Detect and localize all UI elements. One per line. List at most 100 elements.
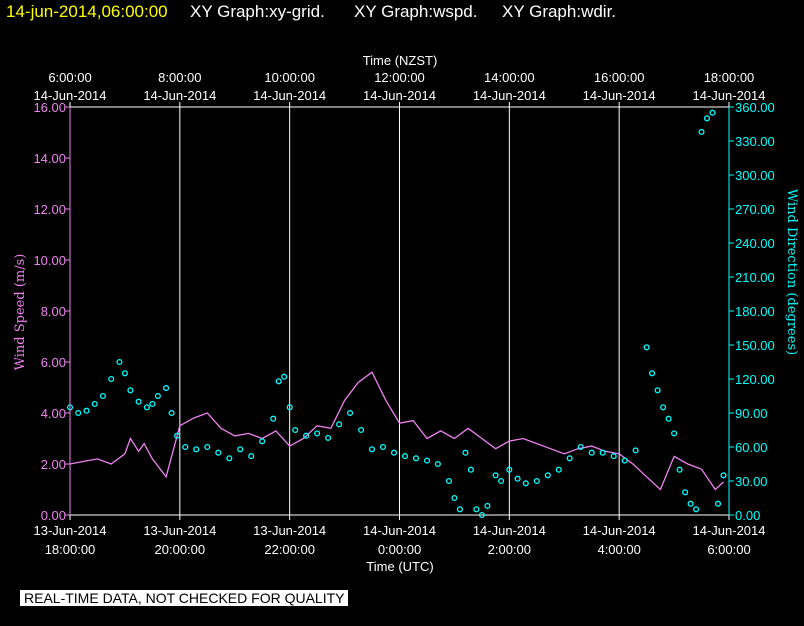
top-tick-date: 14-Jun-2014 xyxy=(693,88,766,103)
wind-direction-point xyxy=(204,443,211,451)
top-tick-date: 14-Jun-2014 xyxy=(363,88,436,103)
bottom-tick-date: 14-Jun-2014 xyxy=(693,523,766,538)
top-tick-time: 12:00:00 xyxy=(374,70,425,85)
graph-title-wspd: XY Graph:wspd. xyxy=(354,2,478,21)
left-tick-label: 8.00 xyxy=(41,304,66,319)
wind-direction-point xyxy=(544,472,551,479)
wind-direction-point xyxy=(154,392,161,400)
quality-notice: REAL-TIME DATA, NOT CHECKED FOR QUALITY xyxy=(20,590,349,606)
wind-direction-point xyxy=(292,426,299,434)
wind-direction-point xyxy=(121,370,128,377)
wind-direction-point xyxy=(168,409,175,417)
wind-direction-point xyxy=(599,449,606,456)
right-tick-label: 0.00 xyxy=(735,508,760,523)
right-tick-label: 210.00 xyxy=(735,270,775,285)
left-tick-label: 10.00 xyxy=(33,253,66,268)
left-tick-label: 0.00 xyxy=(41,508,66,523)
wind-direction-point xyxy=(445,477,452,485)
graph-title-wdir: XY Graph:wdir. xyxy=(502,2,617,21)
wind-direction-point xyxy=(116,358,123,366)
wind-direction-point xyxy=(654,387,661,394)
wind-direction-point xyxy=(522,480,529,487)
top-tick-date: 14-Jun-2014 xyxy=(253,88,326,103)
bottom-tick-date: 13-Jun-2014 xyxy=(34,523,107,538)
wind-direction-point xyxy=(163,385,170,392)
bottom-tick-time: 20:00:00 xyxy=(155,542,206,557)
wind-direction-point xyxy=(325,434,332,441)
bottom-tick-date: 14-Jun-2014 xyxy=(473,523,546,538)
wind-direction-point xyxy=(336,421,343,428)
top-tick-time: 14:00:00 xyxy=(484,70,535,85)
wind-direction-point xyxy=(566,455,573,462)
wind-direction-point xyxy=(698,128,705,135)
wind-direction-point xyxy=(709,109,716,116)
wind-direction-point xyxy=(358,426,365,434)
top-axis-label: Time (NZST) xyxy=(363,53,438,68)
wind-direction-point xyxy=(693,506,700,513)
wind-direction-point xyxy=(434,460,441,468)
top-tick-time: 6:00:00 xyxy=(48,70,91,85)
bottom-tick-date: 14-Jun-2014 xyxy=(583,523,656,538)
top-tick-time: 10:00:00 xyxy=(264,70,315,85)
wind-direction-series xyxy=(66,109,727,519)
wind-direction-point xyxy=(423,457,431,464)
axes-layer: 13-Jun-2014 18:00:00 13-Jun-2014 20:00:00 13… xyxy=(33,70,774,557)
wind-direction-point xyxy=(714,500,722,507)
right-tick-label: 120.00 xyxy=(735,372,775,387)
wind-direction-point xyxy=(99,392,106,400)
right-tick-label: 240.00 xyxy=(735,236,775,251)
bottom-axis-label: Time (UTC) xyxy=(366,559,433,574)
left-tick-label: 4.00 xyxy=(41,406,66,421)
top-tick-date: 14-Jun-2014 xyxy=(143,88,216,103)
wind-direction-point xyxy=(467,466,474,473)
bottom-tick-time: 18:00:00 xyxy=(45,542,96,557)
wind-direction-point xyxy=(174,432,181,439)
wind-direction-point xyxy=(248,453,255,460)
wind-direction-point xyxy=(682,489,689,496)
left-axis-label: Wind Speed (m/s) xyxy=(13,254,28,371)
wind-direction-point xyxy=(108,375,115,383)
wind-direction-point xyxy=(286,404,293,411)
wind-direction-point xyxy=(91,400,98,407)
wind-direction-point xyxy=(506,466,513,473)
wind-direction-point xyxy=(275,378,282,385)
graph-title-grid: XY Graph:xy-grid. xyxy=(190,2,325,21)
top-tick-date: 14-Jun-2014 xyxy=(583,88,656,103)
right-tick-label: 90.00 xyxy=(735,406,768,421)
bottom-tick-date: 13-Jun-2014 xyxy=(143,523,216,538)
wind-direction-point xyxy=(314,430,321,437)
bottom-tick-time: 6:00:00 xyxy=(707,542,750,557)
wind-direction-point xyxy=(514,475,521,482)
wind-direction-point xyxy=(621,457,628,464)
wind-direction-point xyxy=(83,407,90,414)
top-tick-time: 16:00:00 xyxy=(594,70,645,85)
wind-direction-point xyxy=(649,370,656,377)
left-tick-label: 14.00 xyxy=(33,151,66,166)
right-tick-label: 360.00 xyxy=(735,100,775,115)
bottom-tick-date: 14-Jun-2014 xyxy=(363,523,436,538)
bottom-tick-time: 22:00:00 xyxy=(264,542,315,557)
wind-direction-point xyxy=(588,449,595,456)
wind-speed-line xyxy=(69,371,724,491)
bottom-tick-time: 4:00:00 xyxy=(597,542,640,557)
wind-direction-point xyxy=(303,432,310,439)
top-tick-time: 18:00:00 xyxy=(704,70,755,85)
wind-direction-point xyxy=(473,506,480,513)
left-tick-label: 16.00 xyxy=(33,100,66,115)
wind-direction-point xyxy=(127,387,134,394)
wind-direction-point xyxy=(484,502,491,509)
wind-direction-point xyxy=(390,449,398,456)
wind-direction-point xyxy=(671,430,678,437)
wind-direction-point xyxy=(368,446,376,453)
wind-direction-point xyxy=(703,115,711,122)
left-tick-label: 6.00 xyxy=(41,355,66,370)
right-tick-label: 270.00 xyxy=(735,202,775,217)
wind-direction-point xyxy=(193,446,200,453)
wind-direction-point xyxy=(259,438,266,445)
wind-direction-point xyxy=(215,449,222,456)
wind-direction-point xyxy=(720,472,727,479)
wind-direction-point xyxy=(676,466,683,473)
wind-direction-point xyxy=(665,415,672,422)
wind-direction-point xyxy=(533,477,540,485)
wind-direction-point xyxy=(555,466,562,473)
